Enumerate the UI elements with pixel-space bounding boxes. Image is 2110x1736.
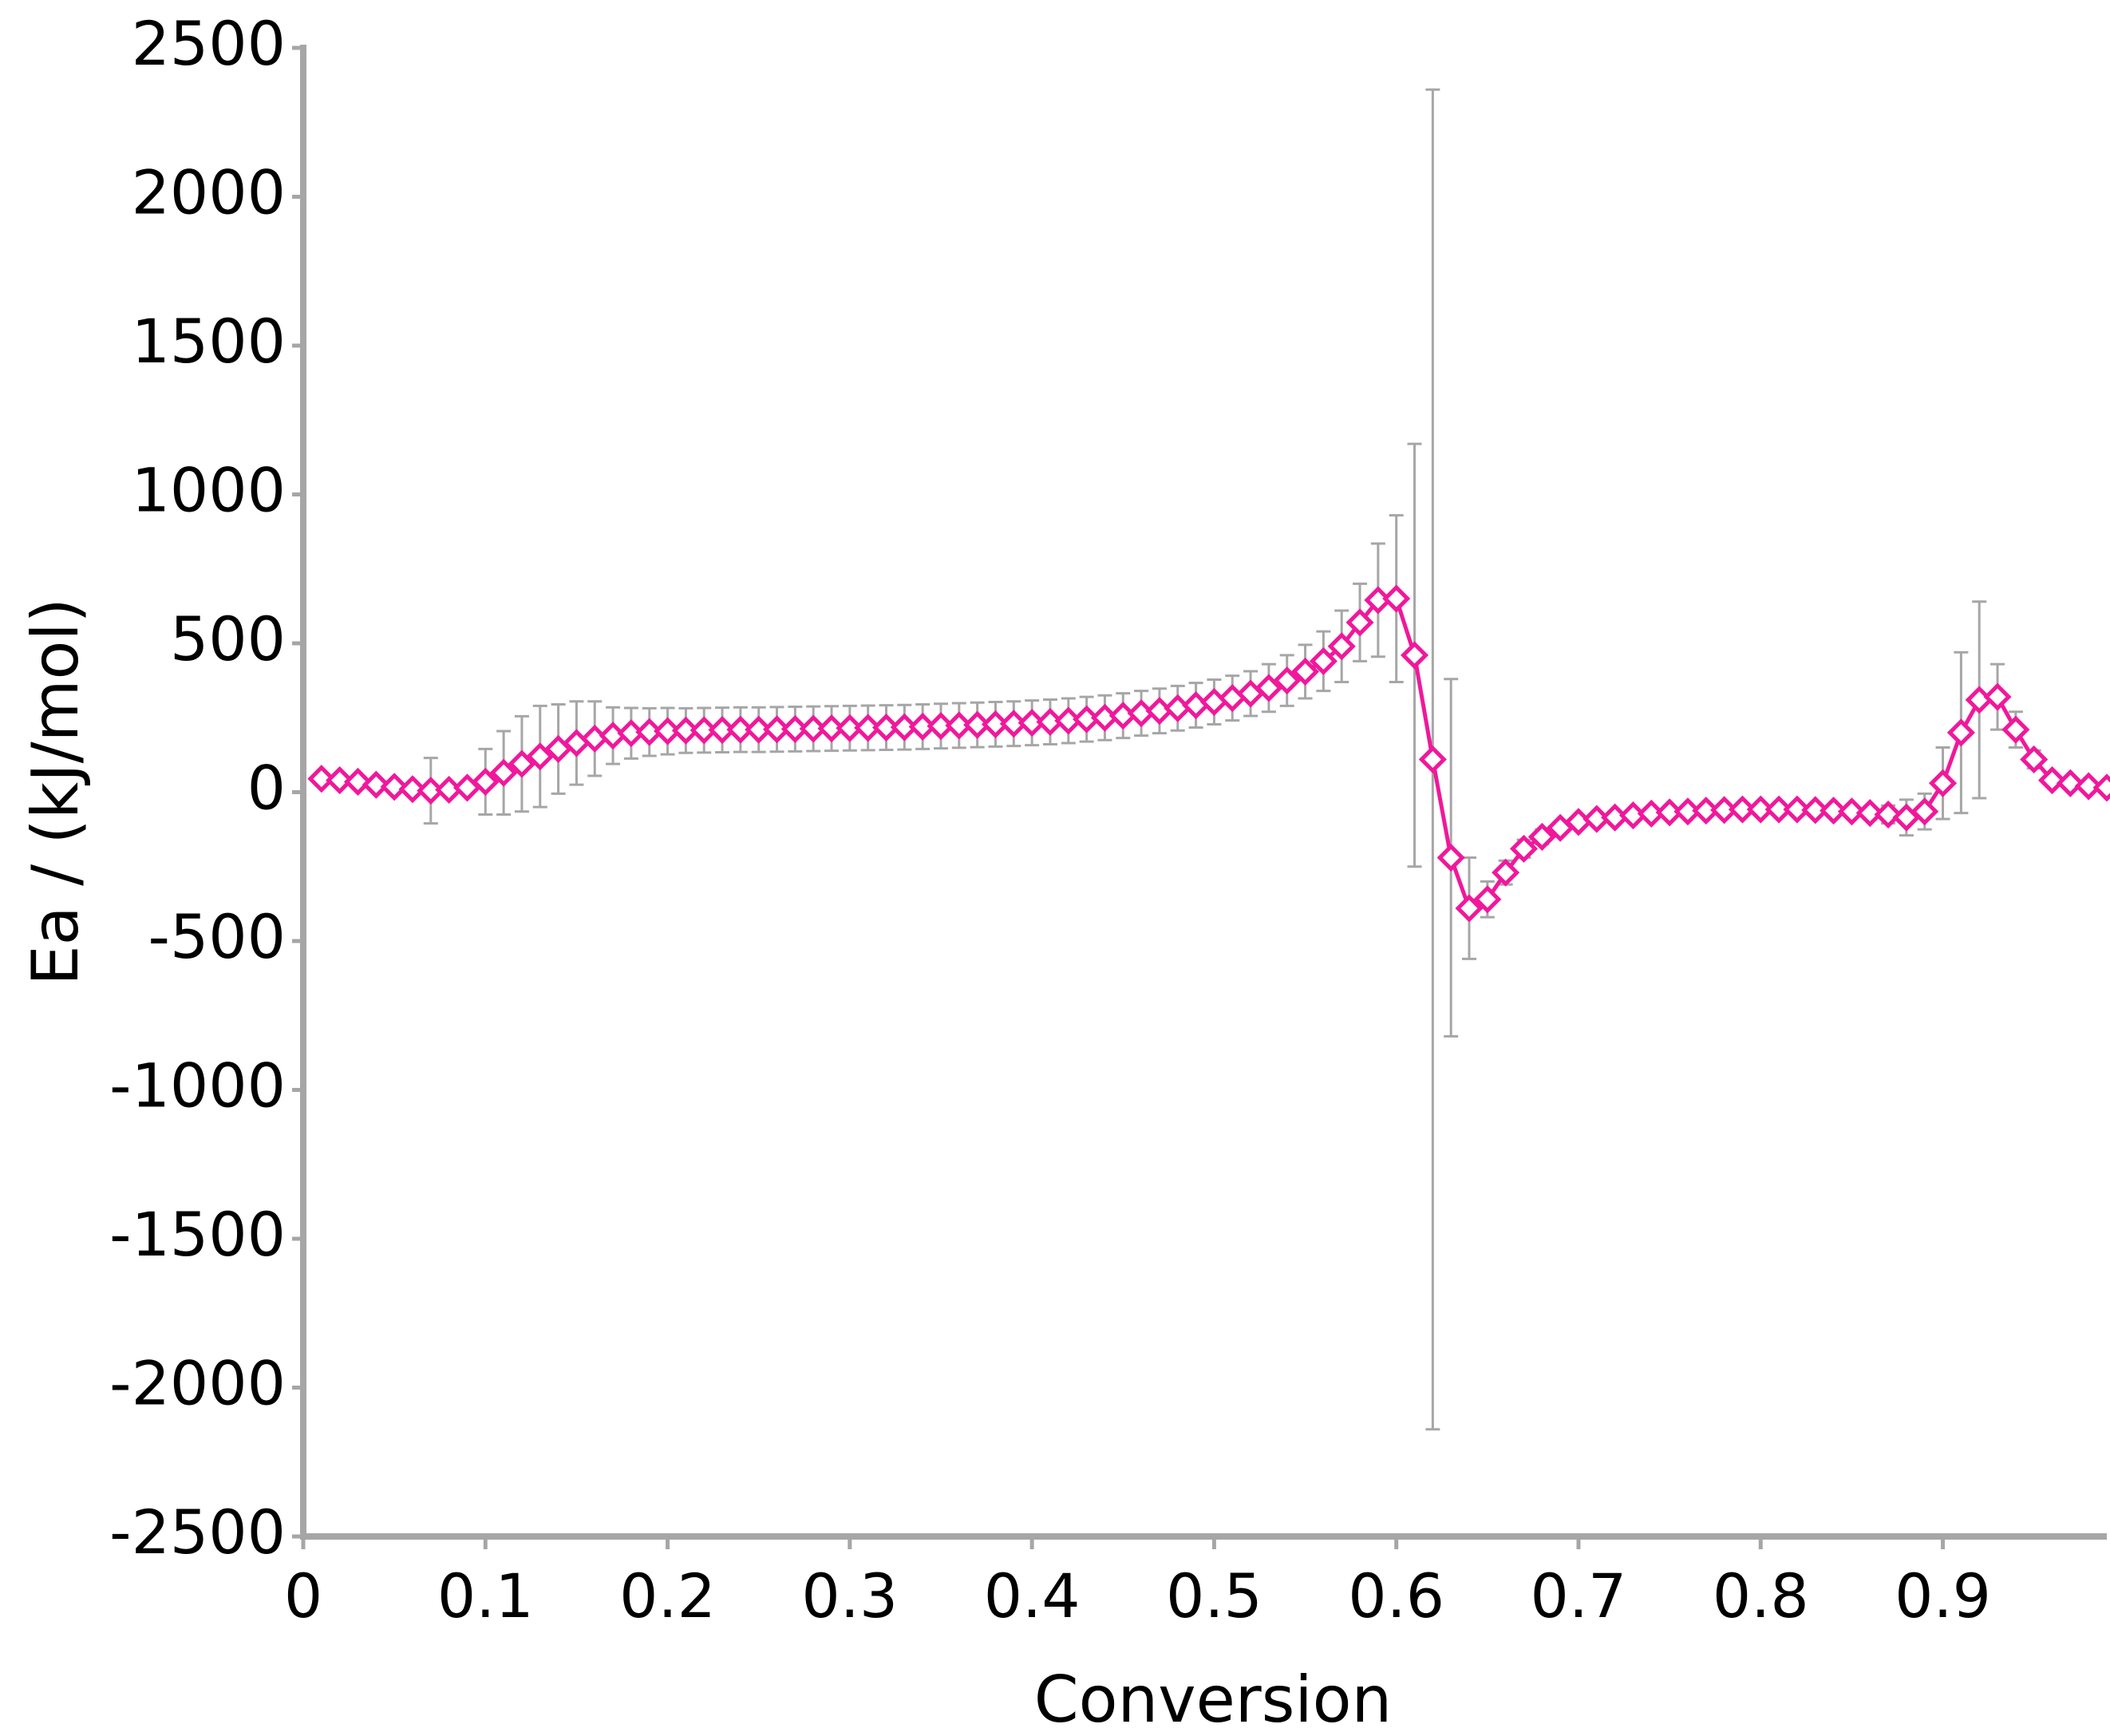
x-tick-label: 0.1: [437, 1560, 534, 1631]
marker: [1820, 797, 1848, 825]
y-axis-label: Ea / (kJ/mol): [18, 598, 93, 986]
y-tick-label: -1000: [109, 1050, 286, 1121]
marker: [1273, 666, 1302, 695]
marker: [690, 716, 718, 745]
marker: [2056, 769, 2084, 797]
marker: [1400, 641, 1429, 670]
marker: [2001, 715, 2030, 744]
marker: [1837, 797, 1866, 826]
x-tick-label: 0.2: [619, 1560, 716, 1631]
marker: [398, 775, 427, 804]
marker: [1509, 834, 1539, 863]
y-tick-label: 500: [170, 603, 286, 674]
marker: [343, 767, 373, 796]
marker: [1473, 885, 1502, 914]
marker: [799, 714, 828, 743]
marker: [1764, 795, 1793, 824]
marker: [2020, 745, 2049, 774]
marker: [1910, 797, 1939, 826]
marker: [2037, 766, 2067, 795]
y-tick-label: 0: [247, 752, 286, 823]
y-tick-label: -2500: [109, 1497, 286, 1568]
marker: [854, 714, 883, 742]
y-tick-label: 2500: [132, 8, 286, 79]
marker: [1327, 632, 1356, 661]
marker: [1382, 584, 1411, 613]
marker: [1418, 745, 1447, 774]
y-tick-label: -2000: [109, 1347, 286, 1418]
x-tick-label: 0.4: [984, 1560, 1081, 1631]
marker: [836, 714, 864, 742]
marker: [489, 758, 518, 787]
x-tick-label: 0.7: [1531, 1560, 1627, 1631]
marker: [871, 714, 901, 742]
marker: [1874, 800, 1903, 829]
x-axis-label: Conversion: [1034, 1663, 1393, 1736]
x-tick-label: 0.9: [1895, 1560, 1991, 1631]
marker: [1345, 608, 1374, 637]
y-tick-label: -1500: [109, 1199, 286, 1270]
marker: [745, 715, 773, 744]
x-tick-label: 0.6: [1348, 1560, 1444, 1631]
marker: [1309, 647, 1338, 675]
marker: [508, 749, 536, 778]
marker: [2092, 773, 2110, 802]
marker: [1728, 795, 1756, 824]
y-tick-label: 2000: [132, 156, 286, 227]
data-line: [321, 596, 2108, 911]
x-tick-label: 0.8: [1713, 1560, 1809, 1631]
x-tick-label: 0: [284, 1560, 322, 1631]
marker: [1929, 769, 1958, 797]
marker: [1291, 657, 1320, 686]
marker: [817, 714, 846, 743]
marker: [1855, 799, 1884, 828]
marker: [307, 765, 336, 793]
marker: [471, 767, 500, 796]
marker: [1492, 858, 1520, 887]
marker: [1801, 796, 1830, 825]
marker: [762, 715, 792, 744]
marker: [1199, 687, 1228, 717]
marker: [780, 714, 809, 743]
marker: [1983, 682, 2012, 711]
marker: [1255, 674, 1283, 702]
marker: [726, 715, 755, 744]
marker: [1783, 795, 1812, 824]
marker: [708, 716, 737, 745]
marker: [526, 742, 555, 771]
marker: [362, 770, 390, 799]
marker: [1527, 822, 1556, 851]
x-tick-label: 0.5: [1166, 1560, 1262, 1631]
marker: [1946, 718, 1975, 747]
y-tick-label: 1000: [132, 454, 286, 525]
marker: [1455, 894, 1484, 923]
marker: [380, 773, 409, 801]
marker: [326, 766, 354, 795]
marker: [671, 716, 700, 745]
marker: [1746, 795, 1775, 824]
x-tick-label: 0.3: [801, 1560, 898, 1631]
marker: [1436, 844, 1465, 872]
y-tick-label: -500: [148, 901, 286, 972]
y-tick-label: 1500: [132, 306, 286, 377]
marker: [2074, 772, 2103, 801]
